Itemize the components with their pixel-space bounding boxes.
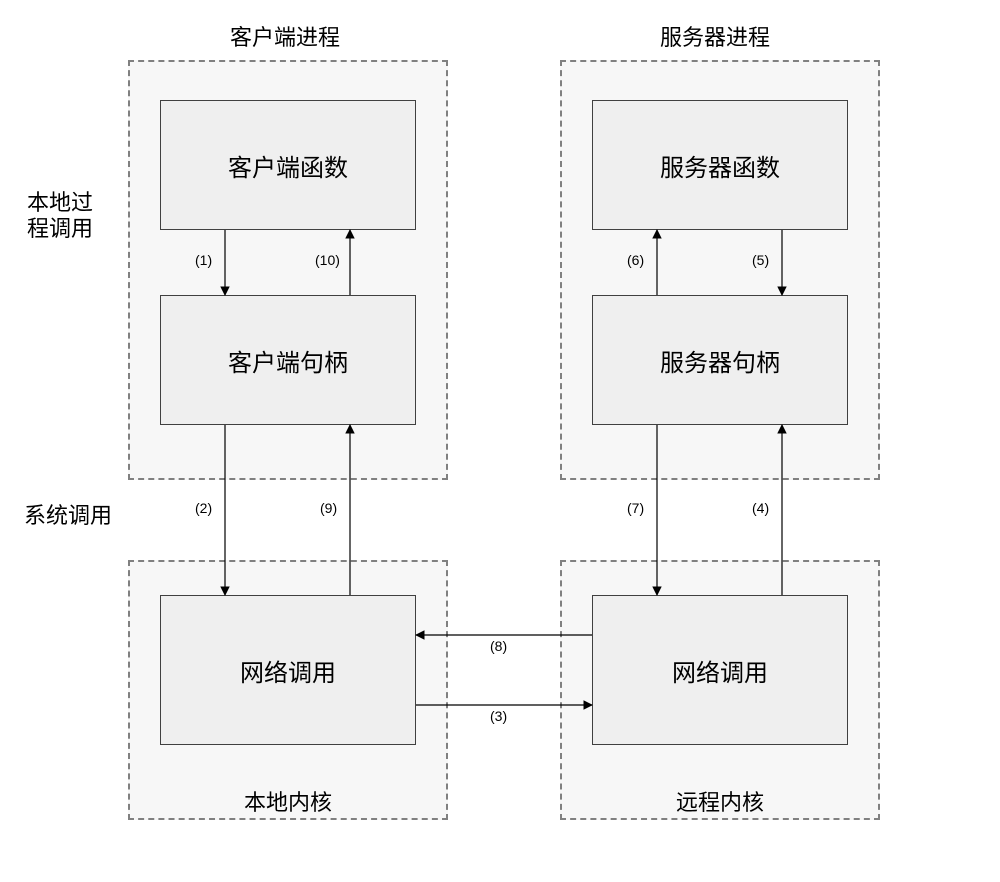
edge-label-8: (8): [490, 638, 507, 654]
client-handle-box: 客户端句柄: [160, 295, 416, 425]
edge-label-7: (7): [627, 500, 644, 516]
local-call-line1: 本地过: [20, 190, 100, 216]
client-func-box: 客户端函数: [160, 100, 416, 230]
edge-label-9: (9): [320, 500, 337, 516]
local-proc-call-label: 本地过 程调用: [20, 190, 100, 242]
edge-label-6: (6): [627, 252, 644, 268]
edge-label-2: (2): [195, 500, 212, 516]
local-kernel-title: 本地内核: [244, 785, 332, 817]
server-func-box: 服务器函数: [592, 100, 848, 230]
system-call-label: 系统调用: [24, 498, 112, 530]
server-process-title: 服务器进程: [660, 20, 770, 52]
net-local-box: 网络调用: [160, 595, 416, 745]
edge-label-5: (5): [752, 252, 769, 268]
net-remote-box: 网络调用: [592, 595, 848, 745]
remote-kernel-title: 远程内核: [676, 785, 764, 817]
local-call-line2: 程调用: [20, 216, 100, 242]
edge-label-10: (10): [315, 252, 340, 268]
client-process-title: 客户端进程: [230, 20, 340, 52]
edge-label-1: (1): [195, 252, 212, 268]
edge-label-4: (4): [752, 500, 769, 516]
edge-label-3: (3): [490, 708, 507, 724]
server-handle-box: 服务器句柄: [592, 295, 848, 425]
